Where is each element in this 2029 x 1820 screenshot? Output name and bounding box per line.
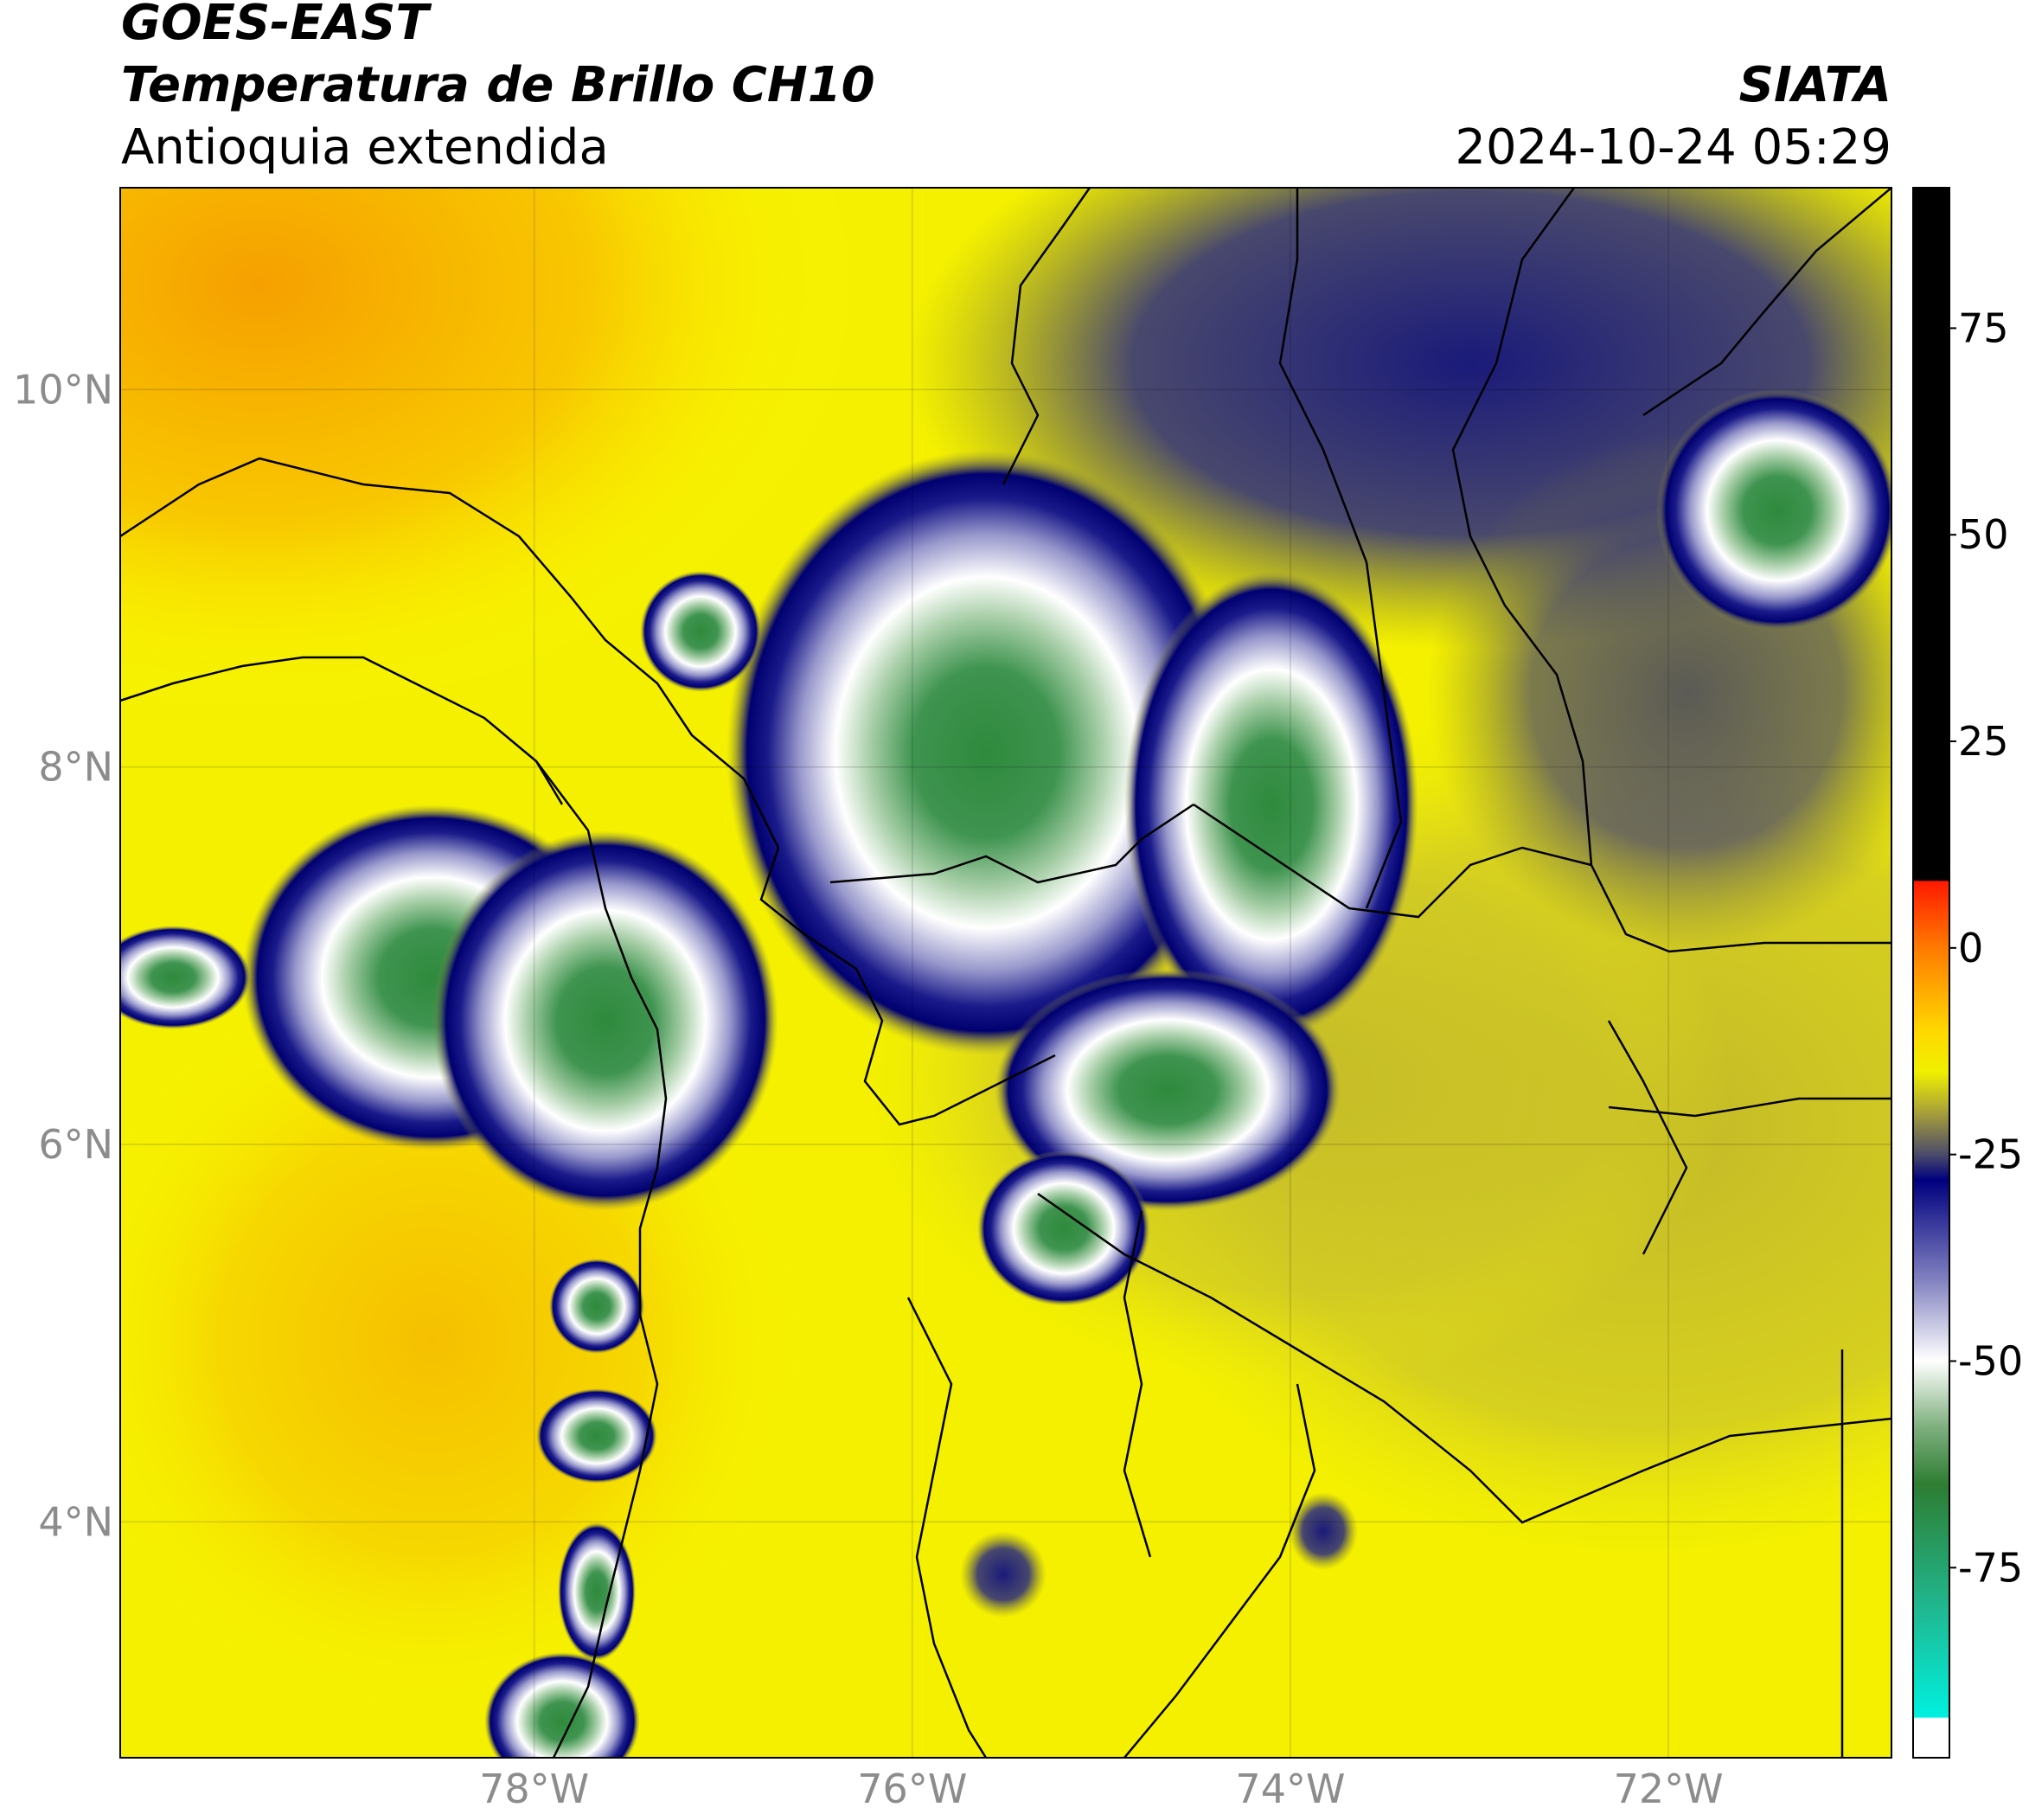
- x-tick-label: 72°W: [1614, 1766, 1724, 1812]
- x-tick-label: 76°W: [857, 1766, 967, 1812]
- source: SIATA: [1739, 57, 1891, 113]
- borders: [120, 188, 1891, 1758]
- colorbar-tick-label: 50: [1958, 511, 2009, 558]
- y-tick-label: 4°N: [38, 1498, 113, 1545]
- title: GOES-EAST: [121, 0, 432, 51]
- colorbar-tick-label: 0: [1958, 925, 1983, 971]
- colorbar: [1912, 187, 1950, 1759]
- colorbar-tick-label: 25: [1958, 718, 2009, 765]
- timestamp: 2024-10-24 05:29: [1455, 119, 1891, 176]
- y-tick-label: 10°N: [13, 366, 113, 413]
- colorbar-tick-label: -50: [1958, 1337, 2023, 1384]
- plot-frame: [119, 187, 1892, 1759]
- colorbar-tick-label: -25: [1958, 1131, 2023, 1178]
- y-tick-label: 8°N: [38, 744, 113, 791]
- x-tick-label: 74°W: [1235, 1766, 1345, 1812]
- colorbar-tick-label: -75: [1958, 1544, 2023, 1591]
- colorbar-tick-label: 75: [1958, 304, 2009, 351]
- region: Antioquia extendida: [121, 119, 609, 176]
- subtitle: Temperatura de Brillo CH10: [121, 57, 875, 113]
- x-tick-label: 78°W: [479, 1766, 589, 1812]
- grid: [120, 188, 1891, 1758]
- y-tick-label: 6°N: [38, 1121, 113, 1168]
